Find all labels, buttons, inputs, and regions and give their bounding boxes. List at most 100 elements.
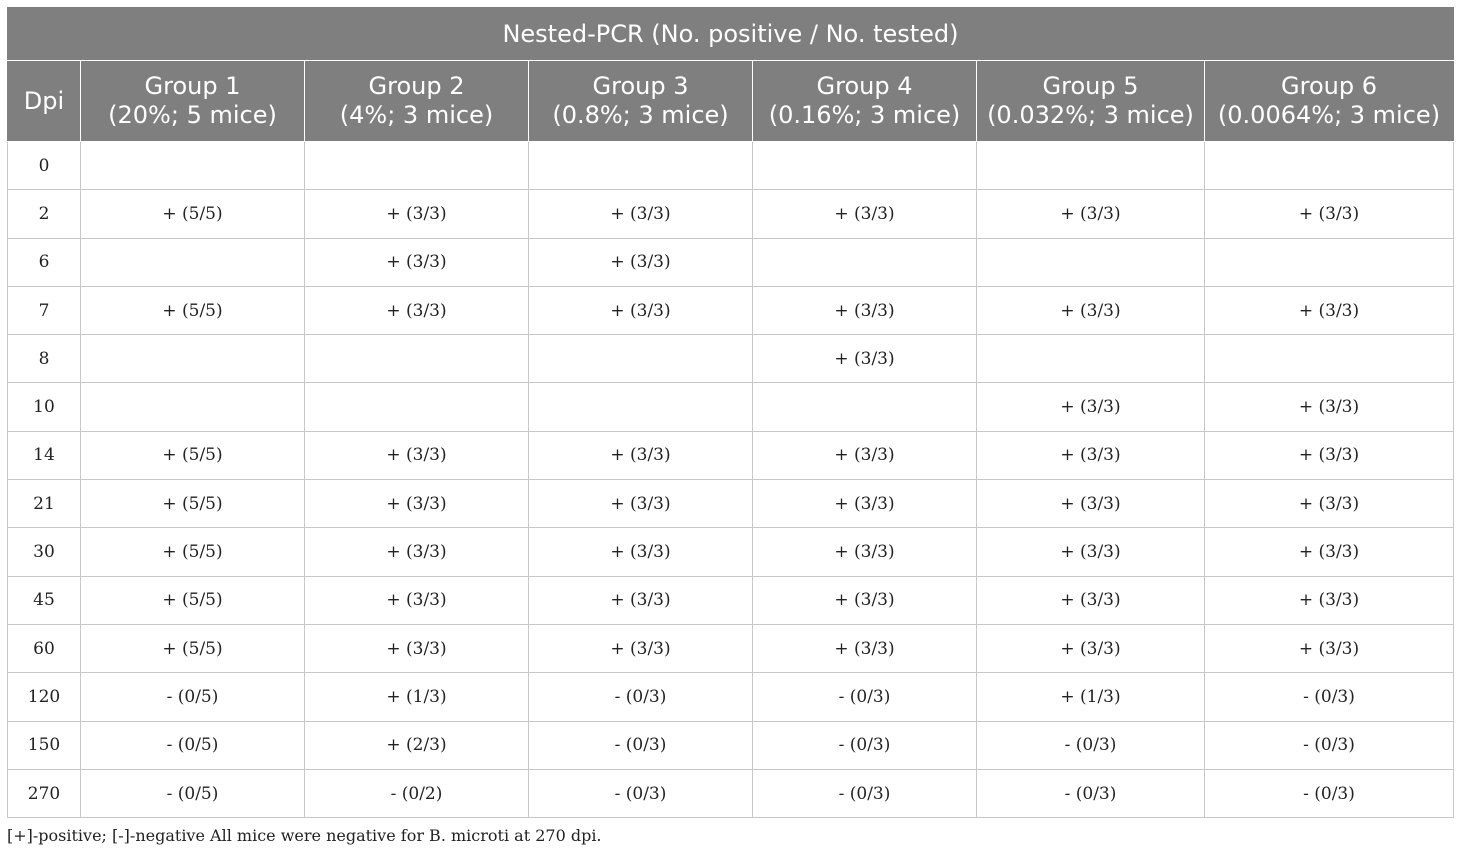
result-cell [304,382,529,432]
group-column-header: Group 6 (0.0064%; 3 mice) [1204,60,1454,142]
group-column-header: Group 5 (0.032%; 3 mice) [976,60,1205,142]
result-cell [528,382,753,432]
dpi-cell: 8 [7,334,81,384]
group-description: (0.16%; 3 mice) [768,101,961,129]
group-column-header: Group 2 (4%; 3 mice) [304,60,529,142]
dpi-cell: 60 [7,623,81,674]
result-cell [976,237,1205,287]
result-cell: + (3/3) [752,575,977,625]
table-row: 60 + (5/5) + (3/3) + (3/3) + (3/3) + (3/3) + (… [7,623,1454,674]
dpi-cell: 0 [7,140,81,191]
result-cell: - (0/3) [976,720,1205,770]
group-name: Group 5 [1042,72,1139,100]
result-cell [528,140,753,191]
result-cell [80,382,305,432]
result-cell: + (3/3) [528,575,753,625]
column-header-row: Dpi Group 1 (20%; 5 mice) Group 2 (4%; 3 mi… [7,60,1454,142]
dpi-cell: 2 [7,189,81,239]
result-cell: + (3/3) [528,479,753,529]
group-name: Group 3 [592,72,689,100]
result-cell [752,382,977,432]
result-cell: + (3/3) [528,623,753,674]
result-cell: - (0/3) [1204,768,1454,819]
result-cell: + (5/5) [80,575,305,625]
result-cell [752,140,977,191]
table-row: 6 + (3/3) + (3/3) [7,237,1454,287]
result-cell: - (0/2) [304,768,529,819]
result-cell: + (3/3) [304,527,529,577]
table-row: 270- (0/5) - (0/2) - (0/3) - (0/3) - (0/3) - … [7,768,1454,819]
result-cell: + (2/3) [304,720,529,770]
result-cell: - (0/3) [752,768,977,819]
group-description: (0.0064%; 3 mice) [1217,101,1441,129]
result-cell: - (0/5) [80,768,305,819]
result-cell: + (5/5) [80,527,305,577]
group-description: (20%; 5 mice) [108,101,277,129]
result-cell: + (3/3) [752,527,977,577]
dpi-cell: 6 [7,237,81,287]
table-row: 21 + (5/5) + (3/3) + (3/3) + (3/3) + (3/3) + (… [7,479,1454,529]
result-cell: + (3/3) [752,430,977,481]
result-cell: + (3/3) [976,382,1205,432]
dpi-cell: 270 [7,768,81,819]
result-cell: + (3/3) [976,285,1205,336]
dpi-column-header: Dpi [7,60,81,142]
table-body: 0 2 + (5/5) + (3/3) + (3/3) + (3/3) + (3/3) + (… [7,140,1454,819]
group-description: (0.032%; 3 mice) [987,101,1194,129]
result-cell: + (3/3) [528,189,753,239]
group-name: Group 4 [816,72,913,100]
group-name: Group 1 [144,72,241,100]
result-cell: + (3/3) [1204,382,1454,432]
table-caption: Nested-PCR (No. positive / No. tested) [7,7,1454,61]
result-cell: + (3/3) [976,430,1205,481]
result-cell [304,334,529,384]
group-name: Group 2 [368,72,465,100]
result-cell: - (0/5) [80,720,305,770]
table-row: 120- (0/5) + (1/3) - (0/3) - (0/3) + (1/3) - … [7,672,1454,722]
group-description: (4%; 3 mice) [339,101,494,129]
result-cell: - (0/3) [1204,720,1454,770]
result-cell: + (3/3) [1204,623,1454,674]
result-cell: - (0/3) [976,768,1205,819]
result-cell: + (3/3) [1204,430,1454,481]
result-cell [976,334,1205,384]
result-cell [1204,237,1454,287]
result-cell: - (0/3) [1204,672,1454,722]
result-cell: + (1/3) [976,672,1205,722]
result-cell: + (3/3) [752,334,977,384]
result-cell [752,237,977,287]
table-row: 7 + (5/5) + (3/3) + (3/3) + (3/3) + (3/3) + (3… [7,285,1454,336]
result-cell: + (3/3) [528,430,753,481]
result-cell: + (5/5) [80,479,305,529]
result-cell: + (5/5) [80,430,305,481]
result-cell: + (3/3) [304,575,529,625]
table-row: 14 + (5/5) + (3/3) + (3/3) + (3/3) + (3/3) + (… [7,430,1454,481]
result-cell: - (0/3) [752,672,977,722]
result-cell: + (3/3) [752,189,977,239]
dpi-cell: 120 [7,672,81,722]
result-cell [304,140,529,191]
result-cell: + (3/3) [752,479,977,529]
dpi-cell: 21 [7,479,81,529]
result-cell [80,140,305,191]
table-row: 0 [7,140,1454,191]
table-row: 30 + (5/5) + (3/3) + (3/3) + (3/3) + (3/3) + (… [7,527,1454,577]
table-row: 10 + (3/3) + (3/3) [7,382,1454,432]
group-description: (0.8%; 3 mice) [552,101,729,129]
result-cell: - (0/5) [80,672,305,722]
result-cell: + (3/3) [304,623,529,674]
group-name: Group 6 [1281,72,1377,100]
result-cell: + (3/3) [528,527,753,577]
result-cell: + (3/3) [304,430,529,481]
result-cell [1204,334,1454,384]
result-cell: + (3/3) [528,285,753,336]
result-cell [1204,140,1454,191]
group-column-header: Group 1 (20%; 5 mice) [80,60,305,142]
result-cell [80,334,305,384]
result-cell: + (3/3) [976,623,1205,674]
result-cell [528,334,753,384]
result-cell: + (3/3) [976,527,1205,577]
group-column-header: Group 4 (0.16%; 3 mice) [752,60,977,142]
group-column-header: Group 3 (0.8%; 3 mice) [528,60,753,142]
table-row: 45 + (5/5) + (3/3) + (3/3) + (3/3) + (3/3) + (… [7,575,1454,625]
